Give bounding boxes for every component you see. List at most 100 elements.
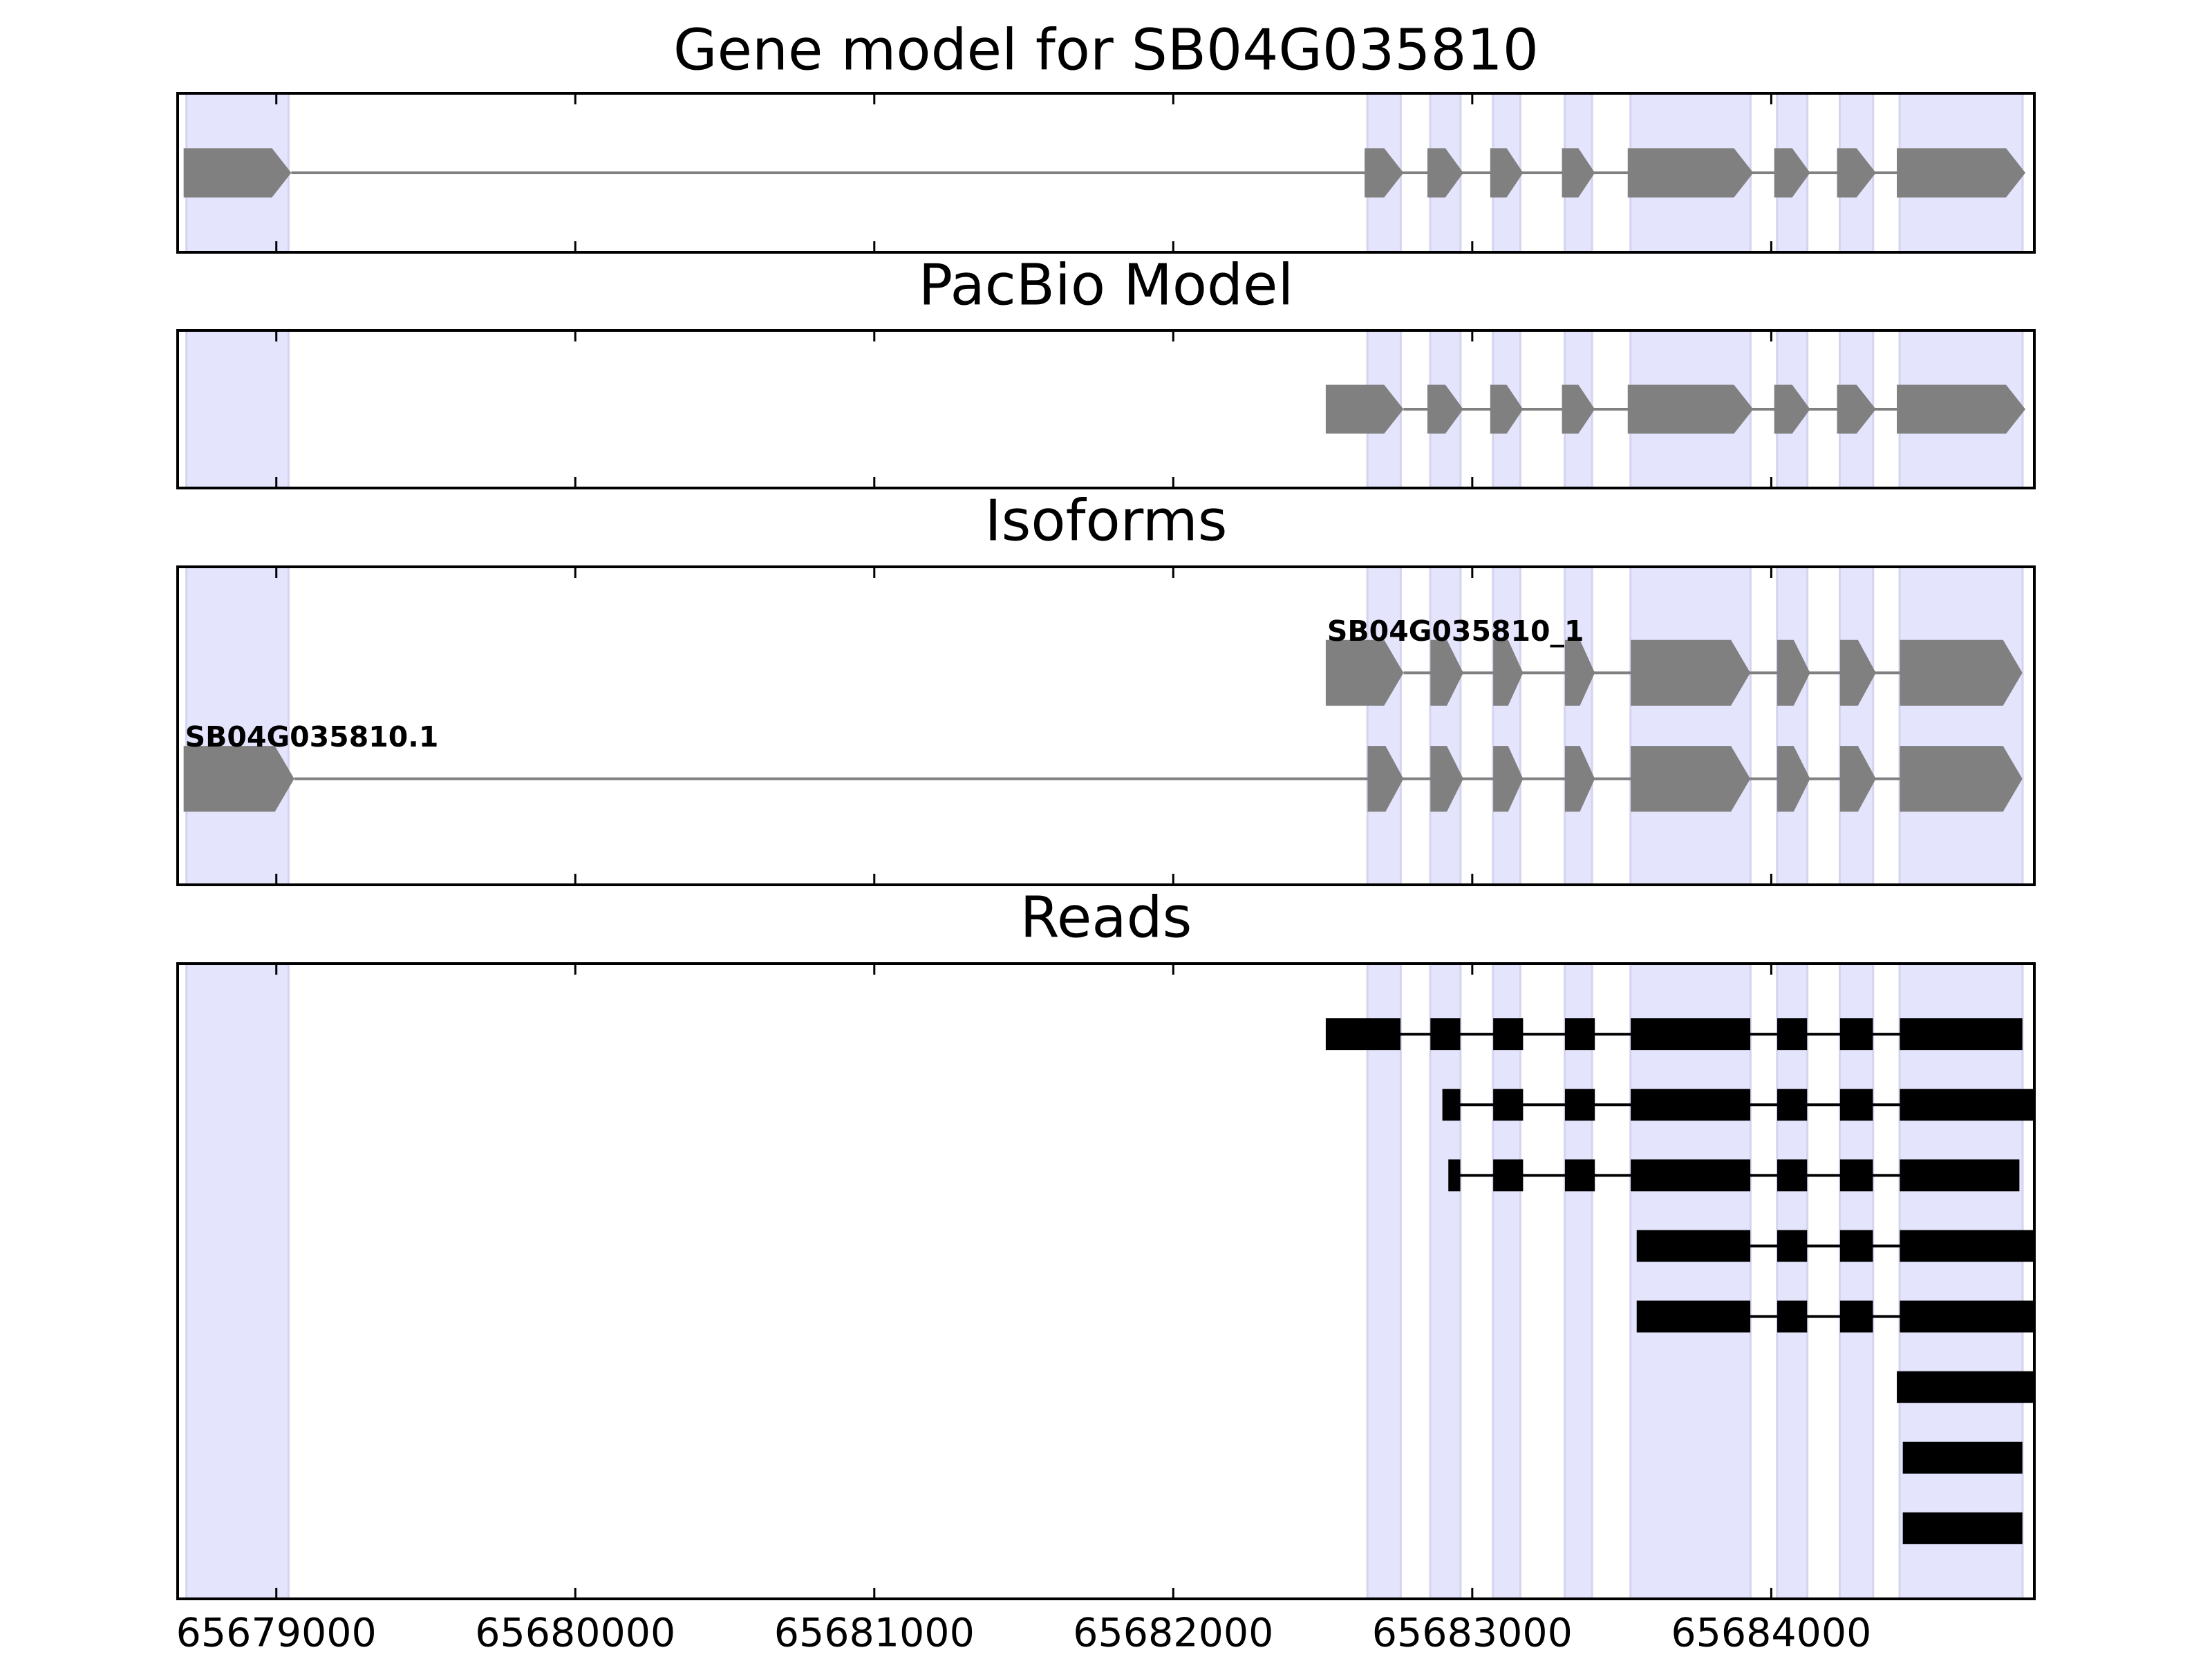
panel-title: Gene model for SB04G035810 — [673, 17, 1539, 83]
exon — [1325, 384, 1404, 434]
read-block — [1493, 1159, 1524, 1192]
exon — [1837, 384, 1876, 434]
axes-frame — [176, 329, 2036, 489]
exon — [1325, 639, 1404, 706]
x-tick-label: 65682000 — [1073, 1611, 1273, 1656]
exon-highlight — [1776, 567, 1809, 885]
exon — [1562, 148, 1595, 198]
read-block — [1777, 1300, 1808, 1333]
read-block — [1900, 1089, 2034, 1121]
exon — [1774, 384, 1810, 434]
read-block — [1777, 1018, 1808, 1051]
axes-frame — [176, 92, 2036, 254]
panel — [185, 964, 2034, 1599]
read-block — [1631, 1159, 1751, 1192]
x-tick-label: 65679000 — [176, 1611, 377, 1656]
read-block — [1631, 1018, 1751, 1051]
read-block — [1493, 1018, 1524, 1051]
exon-highlight — [1564, 567, 1593, 885]
exon-highlight — [1839, 567, 1875, 885]
exon — [1837, 148, 1876, 198]
read-block — [1902, 1512, 2023, 1544]
read-block — [1636, 1300, 1751, 1333]
read-block — [1636, 1230, 1751, 1262]
exon-highlight — [1898, 567, 2024, 885]
panel-title: PacBio Model — [919, 252, 1294, 318]
exon — [1365, 148, 1404, 198]
x-tick-label: 65681000 — [774, 1611, 975, 1656]
exon — [1774, 148, 1810, 198]
exon-highlight — [1429, 567, 1462, 885]
exon — [1427, 384, 1463, 434]
exon — [1490, 148, 1524, 198]
read-block — [1839, 1300, 1873, 1333]
isoform-label: SB04G035810_1 — [1327, 615, 1584, 648]
exon — [1627, 148, 1754, 198]
read-block — [1631, 1089, 1751, 1121]
exon-highlight — [185, 330, 290, 488]
exon — [1631, 639, 1751, 706]
read-block — [1839, 1089, 1873, 1121]
exon-highlight — [1839, 964, 1875, 1599]
exon-highlight — [1629, 964, 1752, 1599]
read-block — [1564, 1159, 1595, 1192]
exon — [1777, 746, 1810, 812]
exon-highlight — [1492, 567, 1521, 885]
exon — [1627, 384, 1754, 434]
exon — [183, 746, 294, 812]
read-block — [1448, 1159, 1461, 1192]
exon — [1839, 639, 1876, 706]
read-block — [1325, 1018, 1401, 1051]
x-tick-label: 65684000 — [1671, 1611, 1871, 1656]
exon — [1367, 746, 1404, 812]
read-block — [1900, 1230, 2034, 1262]
exon — [1564, 639, 1595, 706]
exon — [1430, 746, 1463, 812]
exon — [1777, 639, 1810, 706]
read-block — [1493, 1089, 1524, 1121]
exon — [1631, 746, 1751, 812]
exon — [1839, 746, 1876, 812]
exon-highlight — [1366, 964, 1402, 1599]
panel-title: Reads — [1020, 885, 1192, 950]
exon-highlight — [1776, 964, 1809, 1599]
exon — [1493, 639, 1524, 706]
panel — [183, 567, 2024, 885]
x-tick-label: 65680000 — [475, 1611, 675, 1656]
exon-highlight — [1366, 567, 1402, 885]
exon — [1430, 639, 1463, 706]
read-block — [1900, 1018, 2023, 1051]
read-block — [1897, 1371, 2034, 1403]
read-block — [1442, 1089, 1461, 1121]
panel — [185, 330, 2026, 488]
exon-highlight — [1564, 964, 1593, 1599]
read-block — [1777, 1089, 1808, 1121]
read-block — [1900, 1300, 2034, 1333]
exon — [1900, 639, 2023, 706]
axes-frame — [176, 962, 2036, 1600]
exon — [1493, 746, 1524, 812]
exon-highlight — [1429, 964, 1462, 1599]
read-block — [1564, 1018, 1595, 1051]
axes-frame — [176, 565, 2036, 886]
exon — [1427, 148, 1463, 198]
exon — [1564, 746, 1595, 812]
exon — [1897, 384, 2026, 434]
isoform-label: SB04G035810.1 — [185, 720, 439, 753]
read-block — [1900, 1159, 2020, 1192]
panel-title: Isoforms — [985, 488, 1228, 554]
exon-highlight — [185, 567, 290, 885]
exon — [1897, 148, 2026, 198]
read-block — [1564, 1089, 1595, 1121]
exon — [1562, 384, 1595, 434]
exon-highlight — [185, 964, 290, 1599]
exon-highlight — [1898, 964, 2024, 1599]
exon-highlight — [1629, 567, 1752, 885]
exon — [183, 148, 292, 198]
read-block — [1777, 1230, 1808, 1262]
exon-highlight — [1492, 964, 1521, 1599]
read-block — [1777, 1159, 1808, 1192]
read-block — [1902, 1441, 2023, 1474]
